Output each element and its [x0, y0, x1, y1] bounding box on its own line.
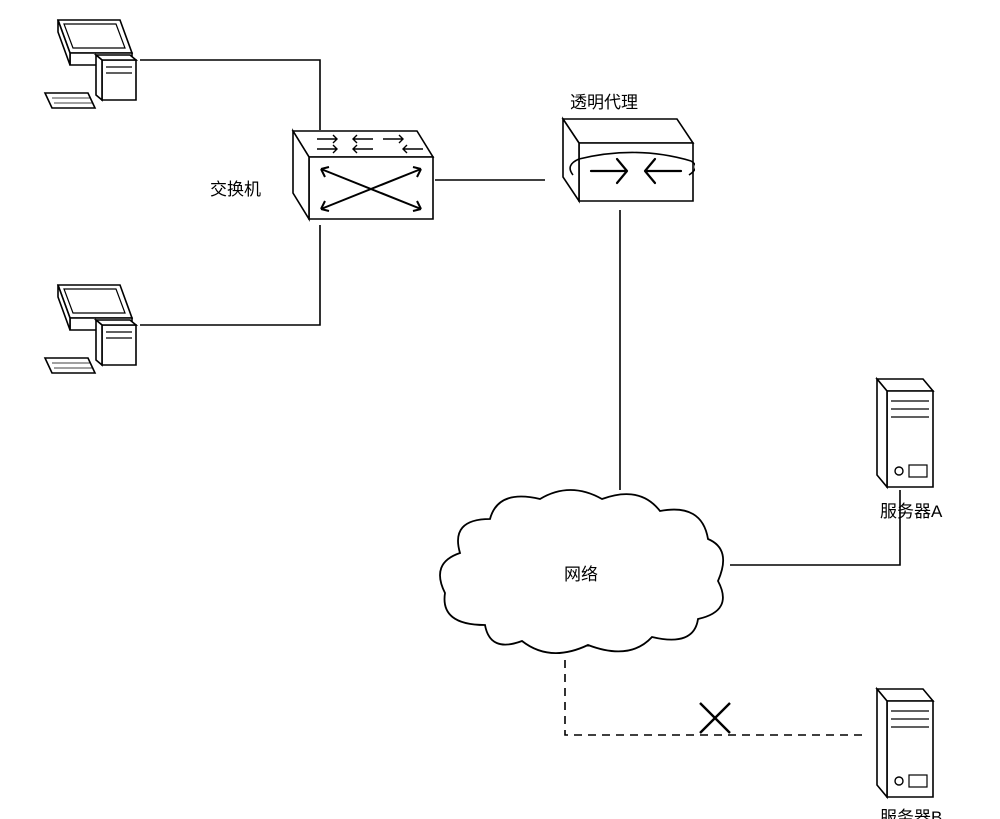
computer-2: [40, 280, 140, 375]
switch-device: [275, 125, 435, 225]
diagram-stage: 交换机 透明代理 网络 服务器A 服务器B: [0, 0, 1000, 819]
edge-cloud-serverA: [730, 490, 900, 565]
server-a: [865, 375, 935, 490]
edges-layer: [0, 0, 1000, 819]
proxy-device: [545, 115, 695, 205]
edge-pc1-switch: [140, 60, 320, 130]
blocked-cross-icon: [698, 701, 732, 735]
proxy-label: 透明代理: [570, 88, 638, 113]
server-a-label: 服务器A: [880, 497, 942, 522]
computer-1: [40, 15, 140, 110]
cloud-label: 网络: [564, 560, 598, 585]
switch-label: 交换机: [210, 175, 261, 200]
server-b-label: 服务器B: [880, 803, 942, 819]
edge-pc2-switch: [140, 225, 320, 325]
server-b: [865, 685, 935, 800]
